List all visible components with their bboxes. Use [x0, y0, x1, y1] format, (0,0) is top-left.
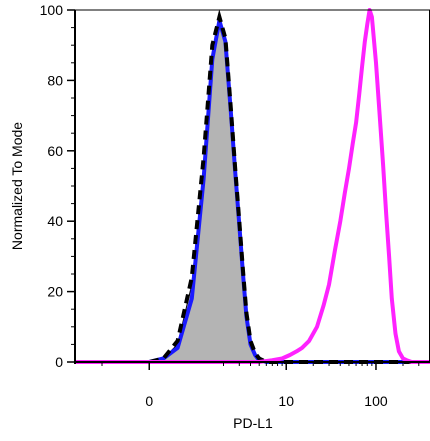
y-tick-label: 0 [55, 354, 63, 370]
y-tick-label: 60 [47, 143, 63, 159]
x-axis-title: PD-L1 [233, 415, 273, 431]
x-tick-label: 100 [364, 393, 388, 409]
y-axis-title: Normalized To Mode [9, 122, 25, 250]
x-tick-label: 10 [278, 393, 294, 409]
series-black-dashed-line [75, 9, 430, 364]
series-magenta-line [75, 8, 430, 364]
y-tick-label: 80 [47, 72, 63, 88]
y-tick-label: 20 [47, 284, 63, 300]
y-tick-label: 100 [40, 2, 64, 18]
y-tick-label: 40 [47, 213, 63, 229]
x-tick-label: 0 [145, 393, 153, 409]
